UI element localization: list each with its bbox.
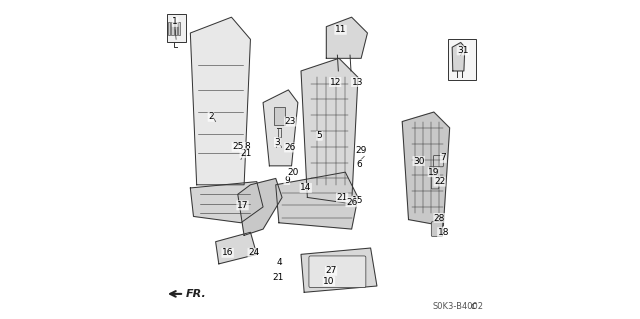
Polygon shape (452, 42, 465, 71)
Bar (166, 14, 186, 42)
Bar (178, 22, 180, 34)
Text: 26: 26 (346, 198, 357, 207)
Polygon shape (301, 58, 358, 204)
Bar (168, 22, 170, 34)
Text: 27: 27 (325, 266, 337, 275)
Text: 21: 21 (240, 149, 252, 158)
Text: 11: 11 (335, 25, 346, 34)
Text: 31: 31 (457, 46, 468, 55)
Bar (172, 22, 173, 34)
Polygon shape (326, 17, 367, 58)
Text: 9: 9 (284, 175, 290, 185)
Text: 5: 5 (317, 131, 323, 140)
Bar (274, 107, 285, 125)
Text: 23: 23 (285, 117, 296, 126)
Text: S0K3-B4002: S0K3-B4002 (432, 302, 483, 311)
Text: 21: 21 (272, 273, 284, 282)
Text: 6: 6 (356, 160, 362, 169)
Polygon shape (301, 248, 377, 292)
Text: 21: 21 (337, 193, 348, 202)
Text: 22: 22 (434, 177, 445, 186)
Text: 4: 4 (276, 258, 282, 267)
Polygon shape (216, 232, 257, 264)
Text: 12: 12 (330, 78, 341, 86)
Text: 16: 16 (222, 248, 234, 257)
Polygon shape (263, 90, 298, 166)
Text: 24: 24 (248, 248, 259, 257)
Text: 13: 13 (351, 78, 363, 86)
FancyBboxPatch shape (431, 170, 439, 189)
Text: 15: 15 (351, 196, 363, 205)
Polygon shape (402, 112, 450, 226)
FancyBboxPatch shape (431, 222, 443, 236)
Text: 17: 17 (237, 201, 248, 210)
FancyBboxPatch shape (433, 155, 444, 167)
Text: 3: 3 (275, 137, 280, 147)
Polygon shape (190, 17, 250, 185)
Text: 18: 18 (438, 228, 449, 237)
Text: 19: 19 (428, 168, 440, 177)
Bar (448, 39, 476, 80)
Text: 20: 20 (287, 168, 299, 177)
Polygon shape (190, 182, 263, 223)
Bar (436, 216, 441, 223)
Text: 1: 1 (172, 18, 178, 26)
Text: 14: 14 (300, 183, 312, 192)
Text: 30: 30 (413, 157, 424, 166)
Text: 10: 10 (323, 277, 335, 286)
Text: 25: 25 (232, 142, 243, 151)
Text: 8: 8 (244, 142, 250, 151)
FancyBboxPatch shape (309, 256, 366, 287)
Text: c: c (470, 301, 476, 311)
Text: 28: 28 (434, 213, 445, 222)
FancyBboxPatch shape (429, 167, 434, 174)
Polygon shape (276, 172, 358, 229)
Text: 29: 29 (355, 145, 367, 154)
Text: 7: 7 (440, 153, 446, 162)
Text: FR.: FR. (186, 289, 206, 299)
Bar (175, 22, 177, 34)
Polygon shape (238, 178, 282, 235)
Text: 2: 2 (208, 112, 214, 121)
Text: 26: 26 (285, 143, 296, 152)
